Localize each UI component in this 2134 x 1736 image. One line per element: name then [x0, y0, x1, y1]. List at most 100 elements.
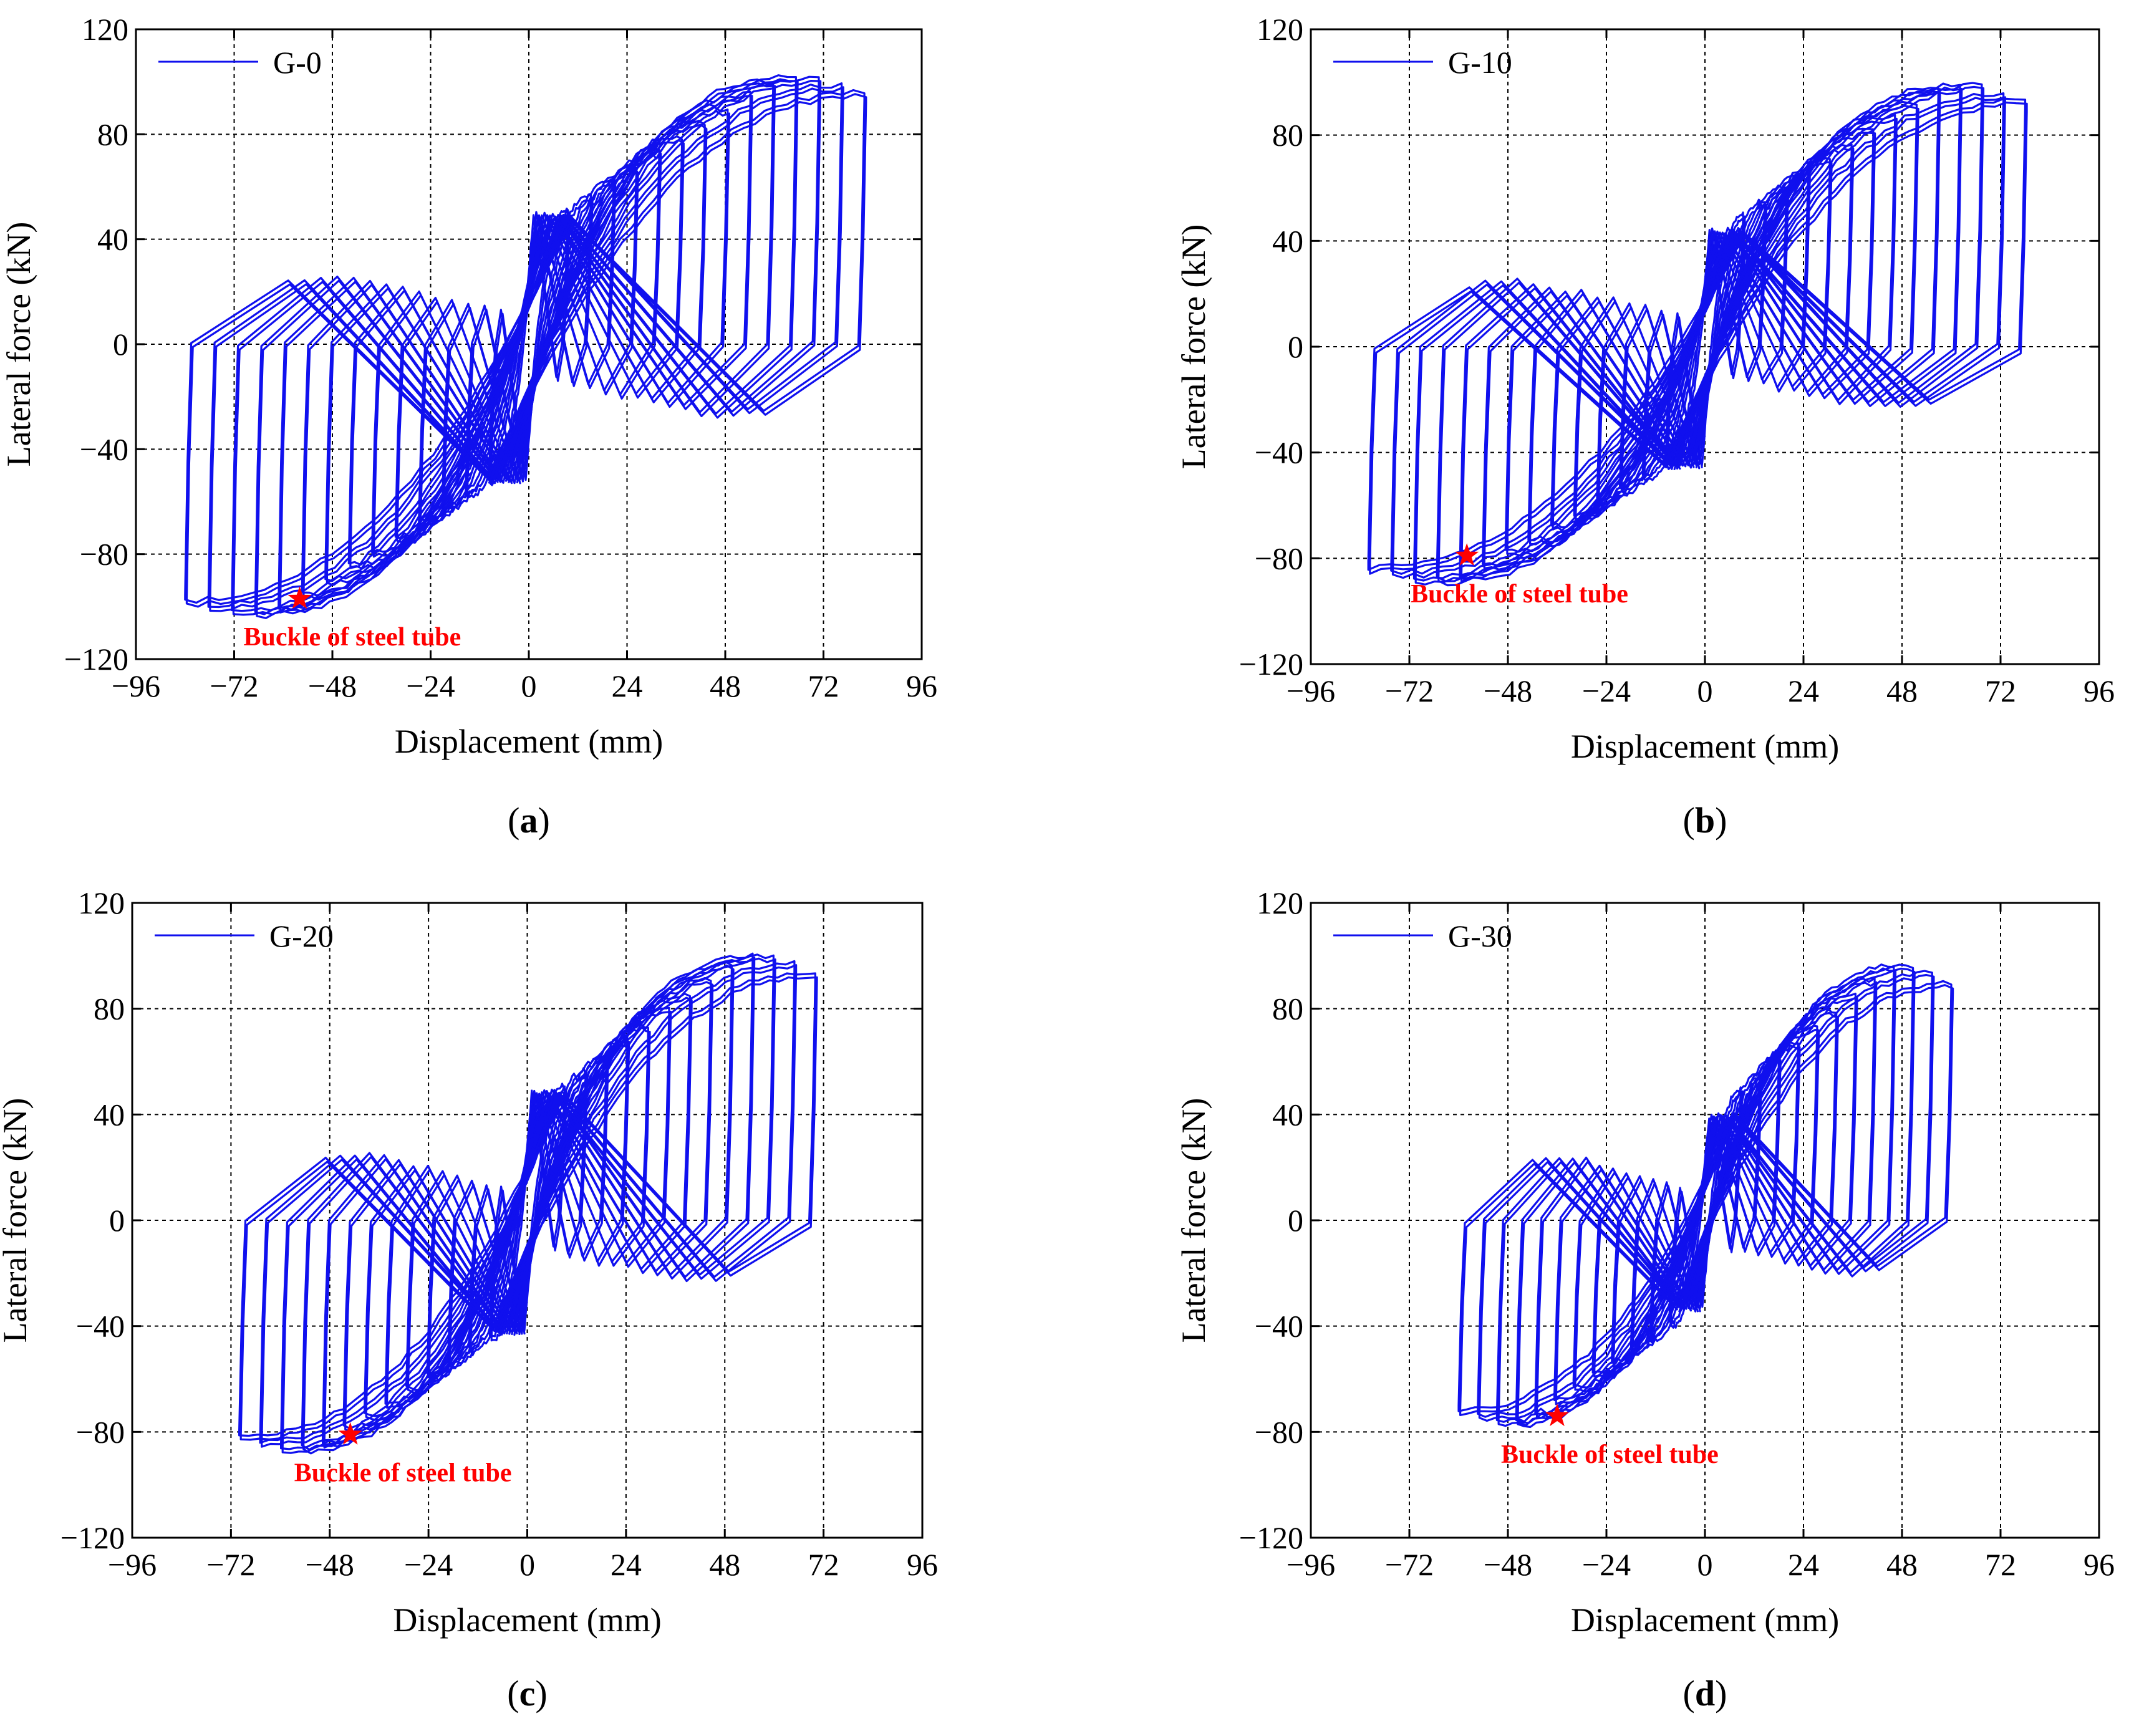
hysteresis-loop — [232, 80, 822, 616]
panel-caption: (d) — [1683, 1673, 1727, 1714]
hysteresis-loop — [1412, 82, 1983, 582]
x-tick-label: 0 — [1697, 673, 1713, 708]
hysteresis-loop — [1515, 963, 1895, 1424]
y-tick-label: 80 — [1272, 991, 1303, 1026]
buckle-star-icon — [1455, 543, 1479, 566]
hysteresis-loop — [1477, 970, 1933, 1418]
hysteresis-loop — [261, 964, 798, 1448]
x-tick-label: −24 — [404, 1547, 453, 1582]
y-tick-label: −120 — [60, 1520, 125, 1555]
legend-label: G-20 — [269, 919, 334, 953]
hysteresis-loop — [238, 972, 816, 1437]
hysteresis-loop — [185, 93, 867, 608]
y-tick-label: 0 — [1288, 1203, 1303, 1238]
x-tick-label: 96 — [2083, 1547, 2115, 1582]
x-tick-label: −48 — [1484, 673, 1532, 708]
y-axis-title: Lateral force (kN) — [1175, 224, 1212, 470]
hysteresis-loop — [1478, 973, 1935, 1422]
legend-label: G-30 — [1448, 919, 1512, 953]
hysteresis-loop — [1619, 184, 1788, 491]
x-tick-label: −72 — [210, 668, 258, 703]
x-axis-title: Displacement (mm) — [395, 723, 663, 760]
hysteresis-loop — [1534, 977, 1876, 1415]
x-tick-label: 24 — [1788, 673, 1819, 708]
x-tick-label: −96 — [1287, 1547, 1335, 1582]
hysteresis-loop — [322, 960, 733, 1445]
y-tick-label: 40 — [1272, 223, 1303, 258]
buckle-annotation-label: Buckle of steel tube — [1501, 1440, 1719, 1469]
x-tick-label: −48 — [1484, 1547, 1532, 1582]
x-tick-label: 96 — [907, 1547, 938, 1582]
hysteresis-loop — [466, 197, 594, 499]
x-tick-label: −96 — [112, 668, 160, 703]
x-tick-label: 72 — [1985, 673, 2016, 708]
x-tick-label: 48 — [710, 668, 741, 703]
chart-panel-b: −96 −72 −48 −24 0 24 48 72 96 −120 −80 −40 0 40 80 120 D… — [1175, 12, 2115, 841]
y-tick-label: 120 — [1257, 885, 1303, 920]
y-tick-label: 80 — [97, 117, 128, 152]
x-tick-label: −96 — [1287, 673, 1335, 708]
y-tick-label: −80 — [1255, 1414, 1303, 1449]
y-tick-label: −40 — [76, 1309, 125, 1344]
hysteresis-loop — [239, 976, 818, 1441]
series-group — [184, 74, 867, 619]
hysteresis-loop — [1459, 87, 1939, 579]
hysteresis-loop — [207, 82, 843, 609]
y-tick-label: −40 — [80, 432, 128, 466]
hysteresis-loop — [441, 178, 615, 512]
x-tick-label: 24 — [611, 1547, 642, 1582]
y-tick-label: 40 — [97, 222, 128, 257]
y-tick-label: −80 — [76, 1414, 125, 1449]
hysteresis-loop — [209, 86, 844, 612]
x-tick-label: 0 — [1697, 1547, 1713, 1582]
x-tick-label: 0 — [521, 668, 537, 703]
hysteresis-loop — [254, 74, 797, 615]
x-tick-label: 48 — [1886, 673, 1918, 708]
y-tick-label: −40 — [1255, 435, 1303, 470]
x-tick-label: −24 — [406, 668, 455, 703]
y-axis-title: Lateral force (kN) — [0, 1098, 34, 1343]
hysteresis-loop — [465, 193, 592, 494]
chart-panel-a: −96 −72 −48 −24 0 24 48 72 96 −120 −80 −40 0 40 80 120 D… — [0, 12, 937, 841]
x-axis-title: Displacement (mm) — [1571, 1601, 1839, 1639]
legend-label: G-10 — [1448, 45, 1512, 80]
x-tick-label: −72 — [1385, 1547, 1434, 1582]
y-tick-label: 0 — [1288, 329, 1303, 364]
hysteresis-loop — [407, 1026, 651, 1395]
x-tick-label: −96 — [108, 1547, 157, 1582]
legend-label: G-0 — [273, 45, 322, 80]
y-tick-label: 120 — [78, 885, 125, 920]
hysteresis-loop — [1390, 92, 2005, 575]
chart-panel-d: −96 −72 −48 −24 0 24 48 72 96 −120 −80 −40 0 40 80 120 D… — [1175, 885, 2115, 1714]
y-tick-label: 40 — [94, 1097, 125, 1132]
hysteresis-loop — [1459, 984, 1954, 1416]
y-axis-title: Lateral force (kN) — [1175, 1098, 1212, 1343]
hysteresis-loop — [1457, 980, 1953, 1412]
hysteresis-loop — [468, 1067, 587, 1353]
x-tick-label: 24 — [612, 668, 643, 703]
buckle-star-icon — [287, 586, 312, 609]
panel-caption: (c) — [507, 1673, 547, 1714]
y-tick-label: −120 — [1239, 647, 1303, 682]
y-tick-label: −40 — [1255, 1309, 1303, 1344]
x-axis-title: Displacement (mm) — [1571, 728, 1839, 765]
y-tick-label: −80 — [1255, 541, 1303, 576]
y-tick-label: −120 — [1239, 1520, 1303, 1555]
x-tick-label: 72 — [808, 1547, 839, 1582]
x-axis-title: Displacement (mm) — [393, 1601, 661, 1639]
y-tick-label: −80 — [80, 537, 128, 572]
series-group — [1367, 82, 2028, 587]
y-tick-label: 0 — [109, 1203, 125, 1238]
buckle-annotation-label: Buckle of steel tube — [1411, 580, 1628, 609]
x-tick-label: −24 — [1582, 673, 1631, 708]
hysteresis-loop — [302, 957, 756, 1455]
hysteresis-loop — [278, 78, 775, 610]
series-group — [1457, 963, 1954, 1429]
x-tick-label: −72 — [1385, 673, 1434, 708]
x-tick-label: 0 — [519, 1547, 535, 1582]
hysteresis-loop — [347, 119, 706, 566]
x-tick-label: 72 — [808, 668, 839, 703]
hysteresis-loop — [184, 89, 866, 604]
x-tick-label: 48 — [709, 1547, 740, 1582]
